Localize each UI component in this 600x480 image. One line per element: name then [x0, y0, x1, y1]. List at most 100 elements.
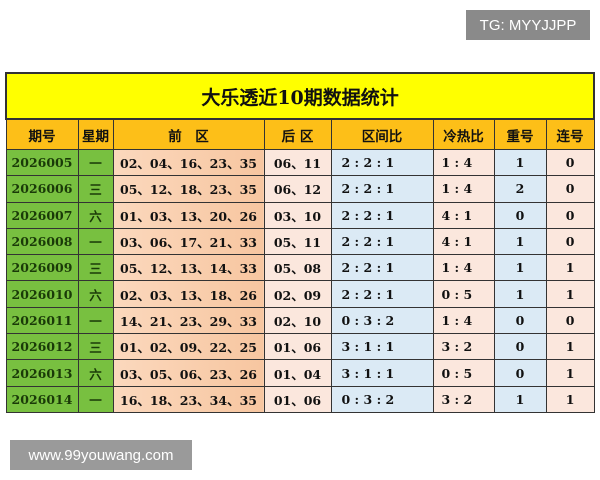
- cell-issue: 2026012: [5, 333, 79, 361]
- cell-back-zone: 05、08: [263, 254, 332, 282]
- cell-zone-ratio: 2 : 2 : 1: [330, 280, 434, 308]
- header-front-zone: 前 区: [112, 118, 265, 150]
- cell-zone-ratio: 2 : 2 : 1: [330, 148, 434, 177]
- header-weekday: 星期: [77, 118, 114, 150]
- cell-consecutive-count: 1: [545, 359, 595, 387]
- cell-zone-ratio: 0 : 3 : 2: [330, 385, 434, 413]
- cell-back-zone: 06、11: [263, 148, 332, 177]
- cell-zone-ratio: 2 : 2 : 1: [330, 227, 434, 256]
- cell-issue: 2026011: [5, 306, 79, 335]
- cell-weekday: 六: [77, 280, 114, 308]
- cell-hot-cold-ratio: 0 : 5: [432, 359, 495, 387]
- cell-issue: 2026006: [5, 175, 79, 203]
- cell-front-zone: 02、03、13、18、26: [112, 280, 265, 308]
- header-issue: 期号: [5, 118, 79, 150]
- cell-consecutive-count: 0: [545, 148, 595, 177]
- cell-front-zone: 16、18、23、34、35: [112, 385, 265, 413]
- table-title: 大乐透近10期数据统计: [4, 72, 596, 120]
- cell-repeat-count: 1: [493, 385, 547, 413]
- cell-weekday: 三: [77, 333, 114, 361]
- cell-front-zone: 14、21、23、29、33: [112, 306, 265, 335]
- cell-back-zone: 01、06: [263, 385, 332, 413]
- cell-weekday: 六: [77, 201, 114, 229]
- cell-repeat-count: 1: [493, 254, 547, 282]
- header-back-zone: 后 区: [263, 118, 332, 150]
- cell-zone-ratio: 0 : 3 : 2: [330, 306, 434, 335]
- cell-weekday: 一: [77, 148, 114, 177]
- watermark-tg: TG: MYYJJPP: [466, 10, 590, 40]
- cell-consecutive-count: 0: [545, 227, 595, 256]
- cell-repeat-count: 1: [493, 227, 547, 256]
- cell-hot-cold-ratio: 1 : 4: [432, 306, 495, 335]
- cell-weekday: 三: [77, 175, 114, 203]
- cell-zone-ratio: 2 : 2 : 1: [330, 175, 434, 203]
- cell-issue: 2026010: [5, 280, 79, 308]
- cell-front-zone: 01、02、09、22、25: [112, 333, 265, 361]
- cell-issue: 2026008: [5, 227, 79, 256]
- cell-back-zone: 02、10: [263, 306, 332, 335]
- cell-hot-cold-ratio: 4 : 1: [432, 227, 495, 256]
- cell-back-zone: 05、11: [263, 227, 332, 256]
- header-zone-ratio: 区间比: [330, 118, 434, 150]
- cell-repeat-count: 1: [493, 280, 547, 308]
- cell-repeat-count: 0: [493, 359, 547, 387]
- cell-consecutive-count: 0: [545, 306, 595, 335]
- cell-consecutive-count: 1: [545, 385, 595, 413]
- cell-consecutive-count: 0: [545, 175, 595, 203]
- cell-front-zone: 03、06、17、21、33: [112, 227, 265, 256]
- cell-front-zone: 05、12、18、23、35: [112, 175, 265, 203]
- cell-repeat-count: 0: [493, 333, 547, 361]
- cell-consecutive-count: 1: [545, 280, 595, 308]
- cell-back-zone: 03、10: [263, 201, 332, 229]
- cell-weekday: 三: [77, 254, 114, 282]
- cell-hot-cold-ratio: 1 : 4: [432, 148, 495, 177]
- cell-repeat-count: 2: [493, 175, 547, 203]
- cell-back-zone: 01、06: [263, 333, 332, 361]
- cell-consecutive-count: 1: [545, 254, 595, 282]
- cell-issue: 2026013: [5, 359, 79, 387]
- cell-back-zone: 01、04: [263, 359, 332, 387]
- cell-weekday: 一: [77, 227, 114, 256]
- cell-back-zone: 06、12: [263, 175, 332, 203]
- cell-issue: 2026007: [5, 201, 79, 229]
- cell-consecutive-count: 1: [545, 333, 595, 361]
- watermark-site: www.99youwang.com: [10, 440, 192, 470]
- cell-zone-ratio: 3 : 1 : 1: [330, 359, 434, 387]
- cell-hot-cold-ratio: 0 : 5: [432, 280, 495, 308]
- cell-front-zone: 03、05、06、23、26: [112, 359, 265, 387]
- cell-issue: 2026014: [5, 385, 79, 413]
- cell-front-zone: 02、04、16、23、35: [112, 148, 265, 177]
- cell-repeat-count: 0: [493, 201, 547, 229]
- cell-weekday: 一: [77, 385, 114, 413]
- cell-repeat-count: 1: [493, 148, 547, 177]
- cell-issue: 2026005: [5, 148, 79, 177]
- cell-zone-ratio: 3 : 1 : 1: [330, 333, 434, 361]
- cell-zone-ratio: 2 : 2 : 1: [330, 254, 434, 282]
- cell-front-zone: 05、12、13、14、33: [112, 254, 265, 282]
- cell-zone-ratio: 2 : 2 : 1: [330, 201, 434, 229]
- cell-hot-cold-ratio: 3 : 2: [432, 333, 495, 361]
- cell-issue: 2026009: [5, 254, 79, 282]
- cell-hot-cold-ratio: 1 : 4: [432, 254, 495, 282]
- cell-weekday: 六: [77, 359, 114, 387]
- cell-back-zone: 02、09: [263, 280, 332, 308]
- cell-repeat-count: 0: [493, 306, 547, 335]
- header-repeat-count: 重号: [493, 118, 547, 150]
- cell-hot-cold-ratio: 3 : 2: [432, 385, 495, 413]
- cell-front-zone: 01、03、13、20、26: [112, 201, 265, 229]
- cell-consecutive-count: 0: [545, 201, 595, 229]
- lottery-stats-table: 大乐透近10期数据统计 期号 星期前 区后 区区间比 冷热比 重号 连号 2026005…: [4, 72, 596, 413]
- header-hot-cold-ratio: 冷热比: [432, 118, 495, 150]
- cell-hot-cold-ratio: 4 : 1: [432, 201, 495, 229]
- cell-weekday: 一: [77, 306, 114, 335]
